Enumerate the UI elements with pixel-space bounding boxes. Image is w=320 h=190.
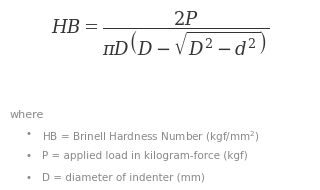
Text: •: •	[26, 173, 32, 183]
Text: •: •	[26, 151, 32, 161]
Text: •: •	[26, 129, 32, 139]
Text: $HB = \dfrac{2P}{\pi D\left(D - \sqrt{D^2 - d^2}\right)}$: $HB = \dfrac{2P}{\pi D\left(D - \sqrt{D^…	[51, 10, 269, 58]
Text: P = applied load in kilogram-force (kgf): P = applied load in kilogram-force (kgf)	[42, 151, 247, 161]
Text: D = diameter of indenter (mm): D = diameter of indenter (mm)	[42, 173, 204, 183]
Text: HB = Brinell Hardness Number (kgf/mm$^{2}$): HB = Brinell Hardness Number (kgf/mm$^{2…	[42, 129, 259, 145]
Text: where: where	[10, 110, 44, 120]
